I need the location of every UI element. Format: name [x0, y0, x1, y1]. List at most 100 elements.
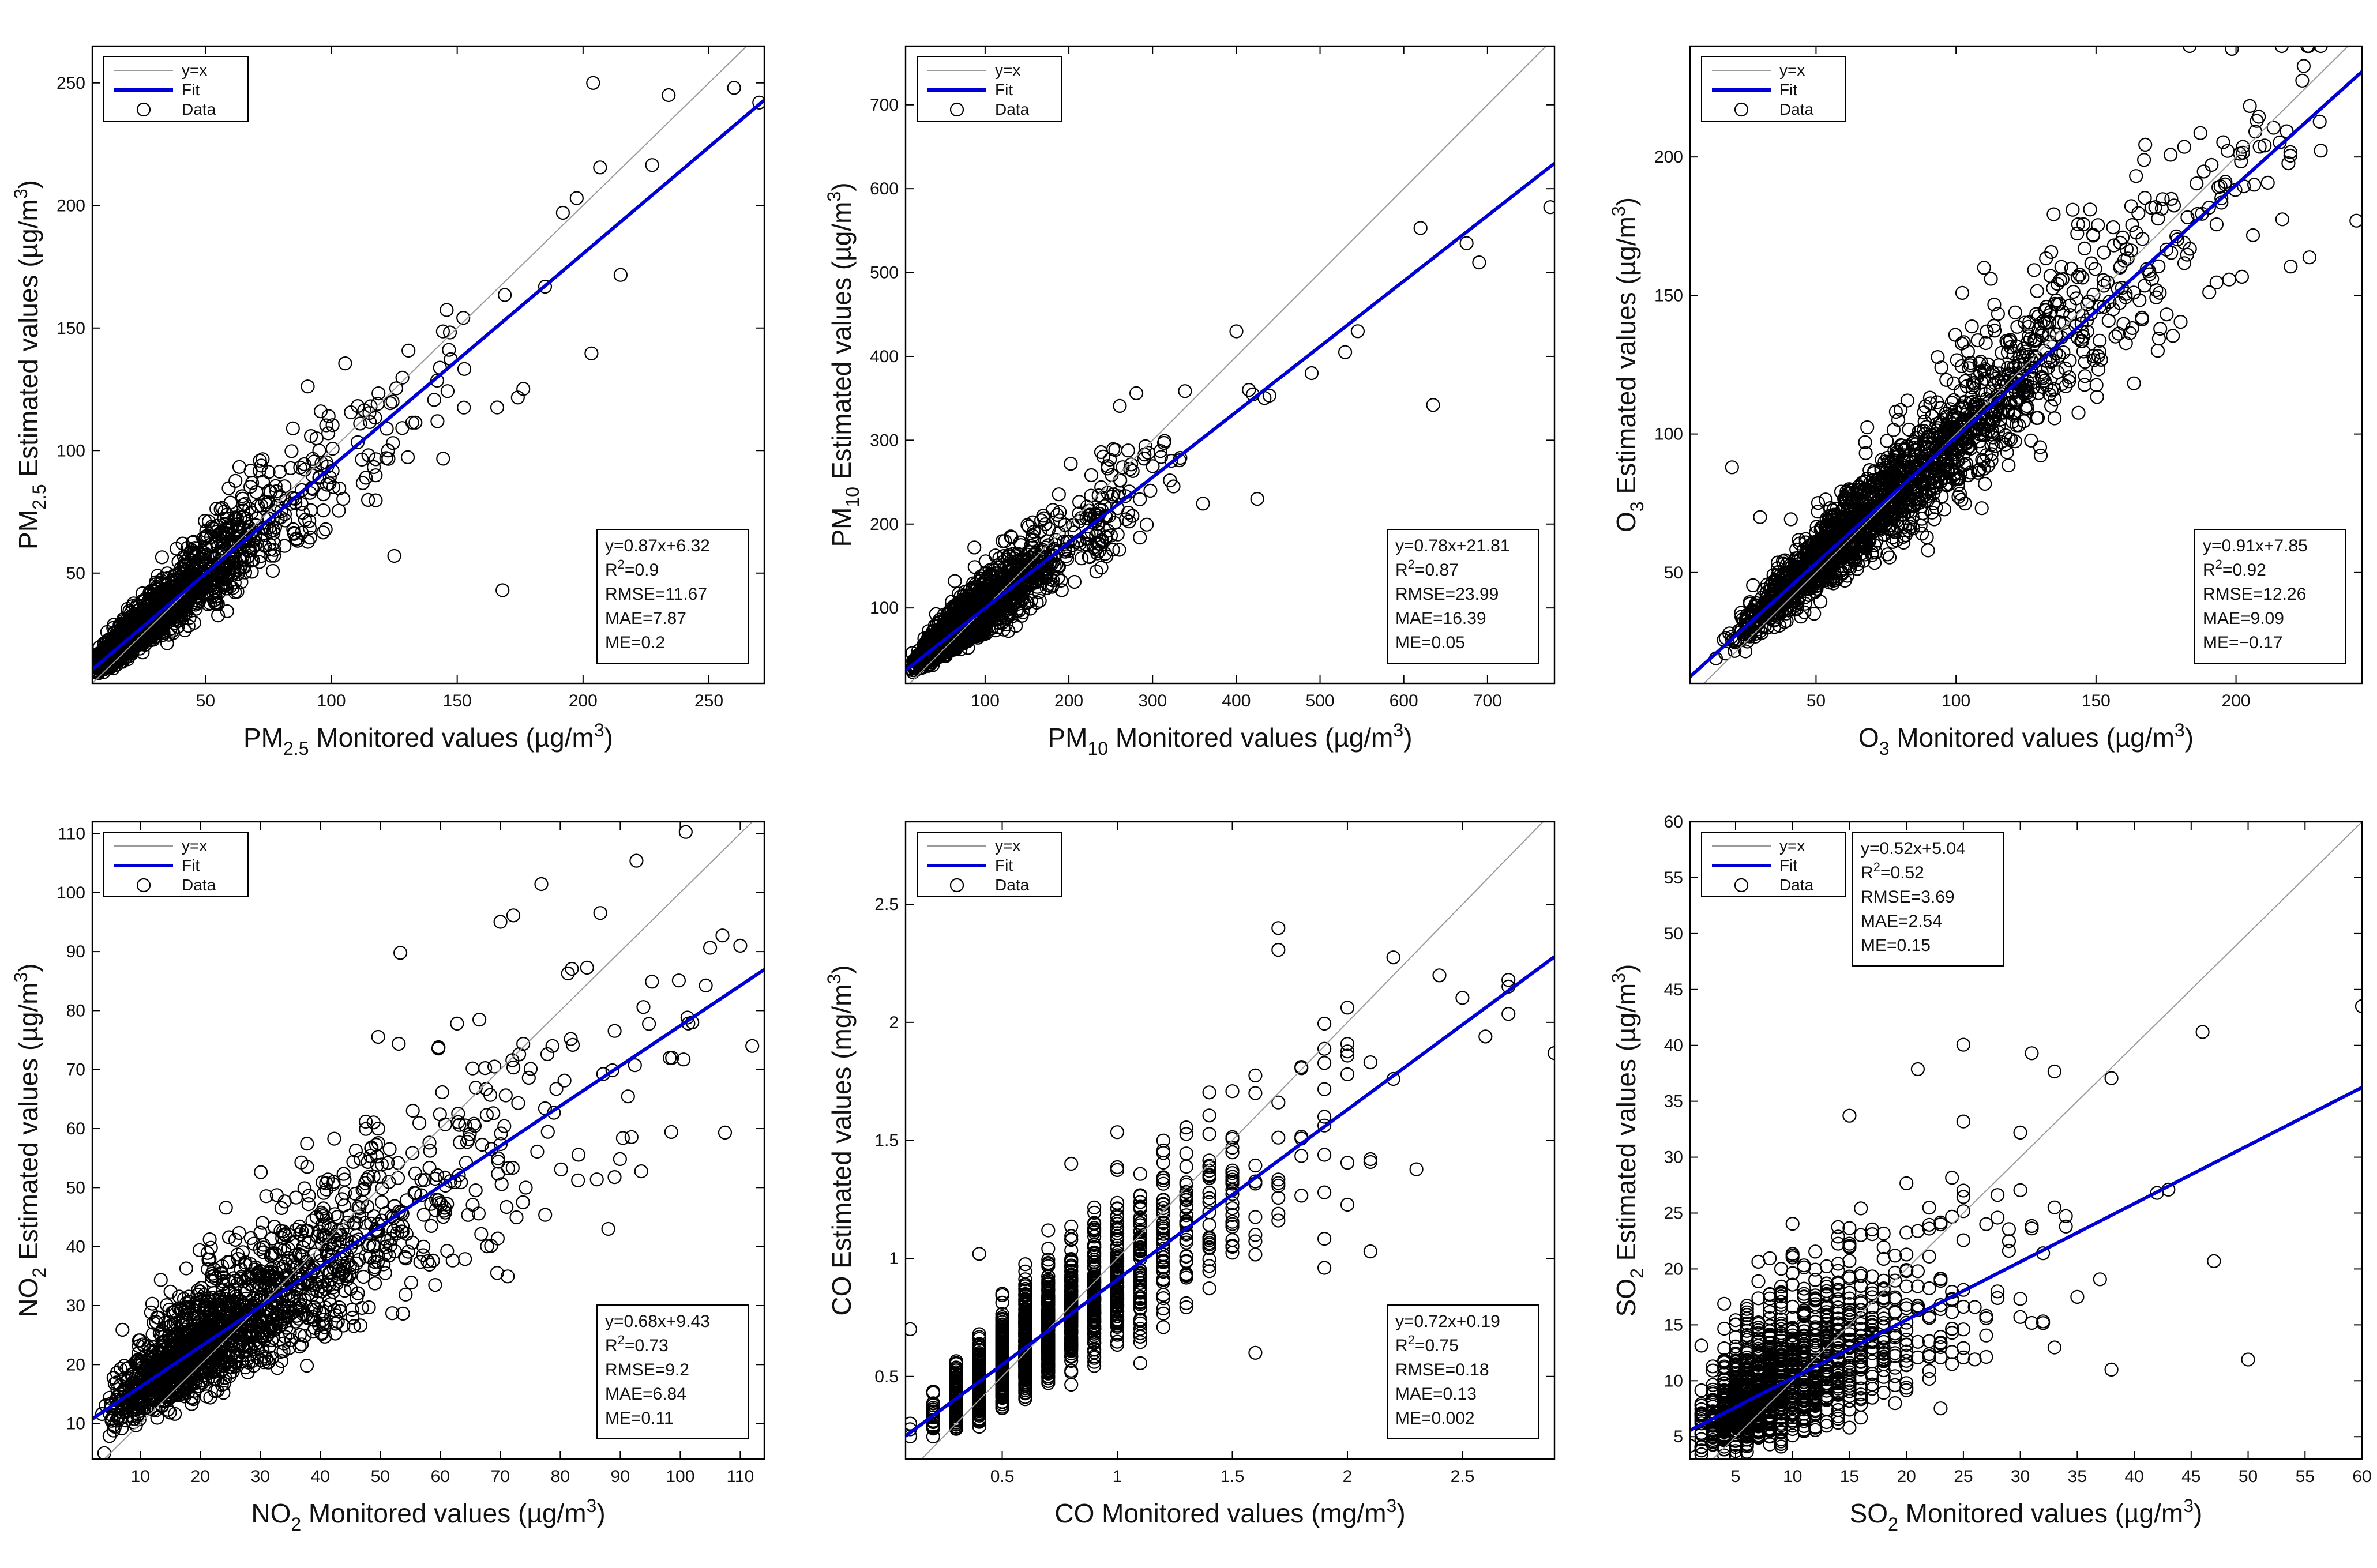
data-point — [982, 569, 997, 584]
data-point — [2266, 121, 2281, 135]
data-point — [325, 441, 340, 456]
data-point — [353, 416, 367, 431]
data-point — [1091, 488, 1106, 503]
data-point — [978, 554, 993, 569]
data-point — [1738, 644, 1753, 659]
data-point — [2260, 175, 2275, 190]
data-point — [277, 539, 292, 553]
data-point — [906, 661, 919, 676]
data-point — [1934, 360, 1948, 375]
data-point — [613, 268, 628, 282]
data-point — [2046, 207, 2061, 221]
data-point — [216, 541, 230, 555]
data-point — [1039, 534, 1054, 548]
data-point — [555, 205, 570, 220]
data-point — [217, 512, 231, 526]
y-tick-label: 200 — [870, 515, 899, 534]
stats-frame — [596, 529, 749, 664]
x-tick-label: 300 — [1138, 691, 1167, 710]
data-point — [1034, 513, 1049, 528]
data-point — [1858, 435, 1872, 450]
data-point — [1969, 397, 1984, 412]
data-point — [197, 579, 212, 594]
plot-area — [1690, 46, 2362, 683]
data-point — [369, 493, 383, 507]
data-point — [1022, 520, 1036, 534]
data-point — [2150, 344, 2165, 358]
data-point — [1139, 517, 1154, 532]
data-point — [385, 394, 400, 409]
data-point — [303, 503, 318, 517]
data-point — [1459, 236, 1474, 250]
data-point — [312, 443, 326, 458]
data-point — [209, 501, 224, 516]
data-point — [278, 513, 292, 528]
data-point — [243, 479, 258, 494]
data-point — [197, 586, 211, 601]
data-point — [1022, 569, 1036, 584]
data-point — [322, 470, 337, 484]
data-point — [2083, 202, 2097, 217]
data-point — [1054, 583, 1069, 597]
data-point — [1807, 607, 1822, 621]
data-point — [495, 583, 510, 597]
data-point — [111, 640, 126, 654]
data-point — [1079, 511, 1094, 525]
data-point — [2050, 277, 2065, 291]
data-point — [1338, 345, 1353, 359]
data-point — [2177, 140, 2191, 154]
data-point — [2093, 333, 2107, 348]
y-tick-label: 400 — [870, 347, 899, 366]
data-point — [245, 565, 259, 579]
x-tick-label: 700 — [1473, 691, 1502, 710]
data-point — [1084, 468, 1099, 483]
data-point — [361, 492, 375, 507]
data-point — [2159, 242, 2173, 257]
data-point — [1004, 561, 1019, 576]
data-point — [967, 540, 982, 555]
data-point — [1010, 595, 1024, 610]
data-point — [325, 418, 340, 433]
data-point — [1020, 577, 1035, 592]
data-point — [206, 586, 220, 600]
legend-label-data: Data — [995, 100, 1030, 118]
data-point — [978, 585, 993, 599]
data-point — [1922, 390, 1937, 405]
data-point — [1229, 324, 1244, 339]
data-point — [297, 457, 311, 472]
data-point — [442, 343, 456, 357]
data-point — [166, 583, 181, 597]
data-point — [2119, 336, 2133, 351]
data-point — [2148, 200, 2162, 215]
stat-line: R2=0.9 — [605, 557, 659, 580]
data-point — [145, 593, 159, 608]
y-tick-label: 250 — [57, 74, 85, 93]
data-point — [283, 461, 298, 476]
y-tick-label: 100 — [870, 599, 899, 618]
data-point — [2030, 284, 2044, 298]
data-point — [457, 362, 472, 376]
data-point — [286, 421, 300, 435]
data-point — [2027, 263, 2041, 277]
stat-line: R2=0.87 — [1395, 557, 1459, 580]
data-point — [146, 633, 160, 647]
data-point — [1978, 476, 1992, 491]
data-point — [2124, 199, 2138, 213]
data-point — [2002, 458, 2016, 473]
legend-data-swatch — [949, 102, 964, 117]
data-point — [242, 540, 256, 554]
data-point — [1242, 382, 1256, 397]
data-point — [1008, 565, 1023, 580]
stat-line: ME=0.2 — [605, 633, 665, 652]
data-point — [1113, 473, 1128, 488]
data-point — [1146, 459, 1160, 473]
data-point — [1052, 487, 1066, 502]
data-point — [662, 88, 676, 103]
data-point — [1094, 445, 1109, 460]
data-point — [379, 451, 393, 465]
data-point — [1867, 555, 1882, 570]
data-point — [235, 491, 250, 506]
data-point — [1178, 384, 1192, 398]
data-point — [1952, 486, 1967, 501]
